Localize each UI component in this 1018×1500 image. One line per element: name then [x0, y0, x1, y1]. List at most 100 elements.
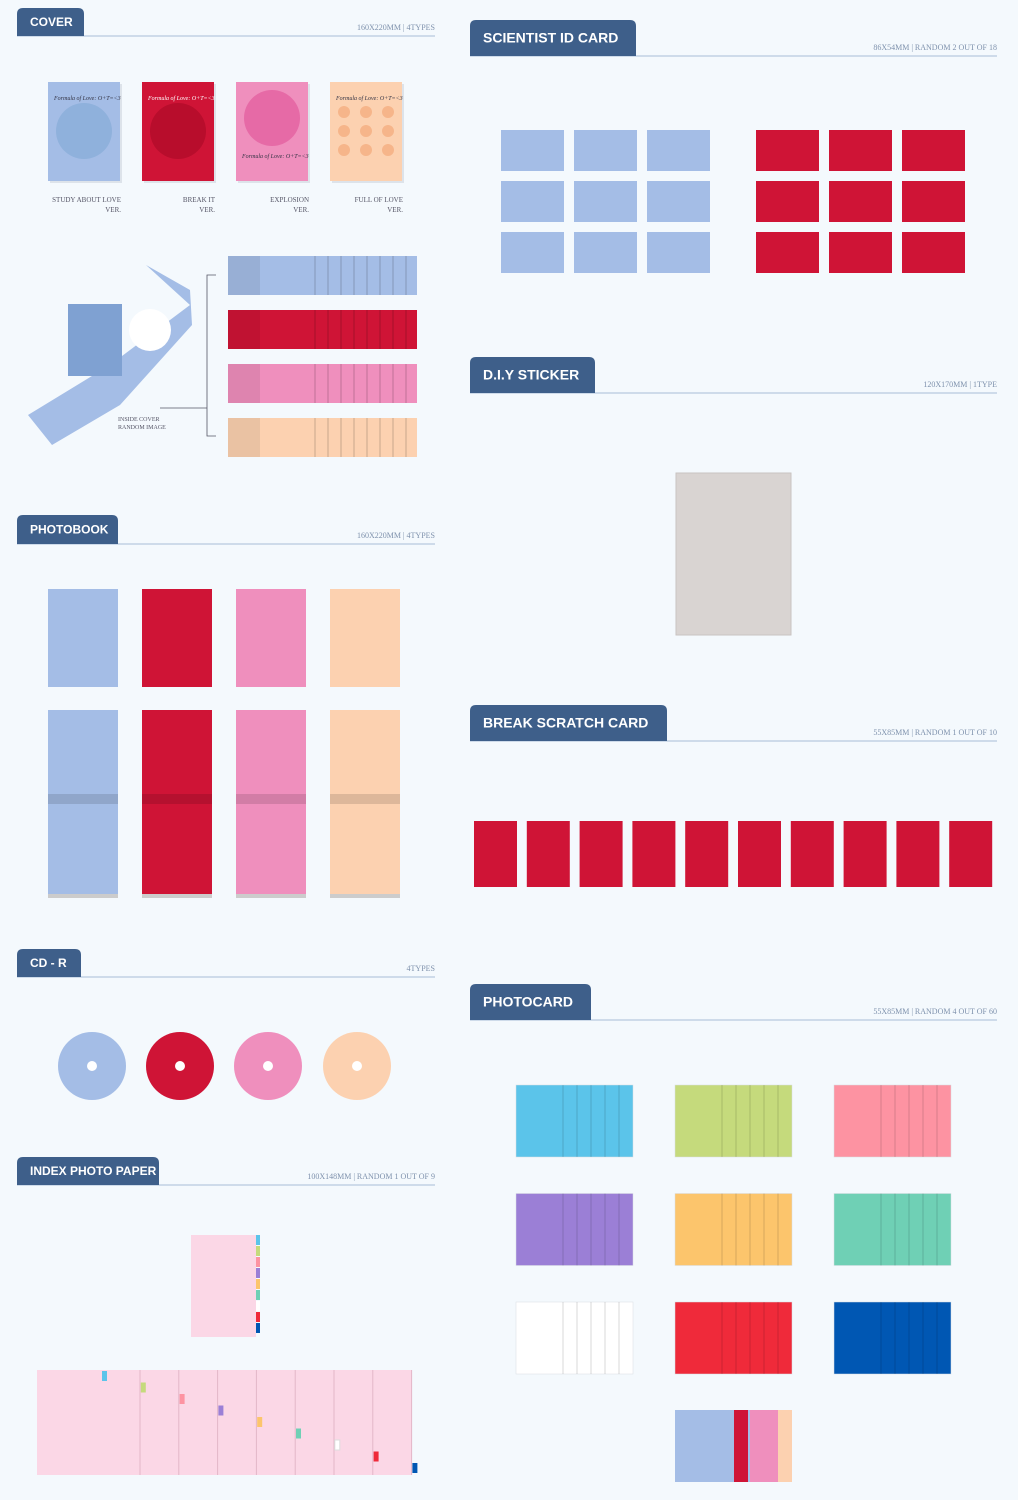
cover-version-label: EXPLOSION [270, 196, 309, 204]
cover-heart [382, 106, 394, 118]
scratch-card [949, 821, 993, 887]
index-spread [37, 1370, 412, 1475]
id-card [756, 232, 819, 273]
section-title: SCIENTIST ID CARD [483, 30, 618, 46]
header-tab [17, 1157, 159, 1185]
section-spec: 4TYPES [407, 964, 435, 973]
index-tab [256, 1257, 260, 1267]
cover-heart [338, 125, 350, 137]
id-card [902, 130, 965, 171]
digipack-back [28, 265, 192, 445]
photobook-spine [330, 794, 400, 804]
section-spec: 55X85MM | RANDOM 4 OUT OF 60 [873, 1007, 997, 1016]
index-tab [334, 1439, 341, 1451]
photobook-edge [48, 894, 118, 898]
index-tab [140, 1382, 146, 1393]
photocard-mixed-card [734, 1410, 748, 1482]
cover-heart [360, 125, 372, 137]
photobook-edge [142, 894, 212, 898]
photocard-stack [515, 1084, 634, 1158]
inside-note: INSIDE COVER [118, 417, 160, 423]
id-card [574, 232, 637, 273]
photocard-stack [833, 1301, 952, 1375]
digipack-disc-hole [129, 309, 171, 351]
scratch-card [843, 821, 887, 887]
photobook-edge [236, 894, 306, 898]
header-tab [17, 8, 84, 36]
id-card [574, 181, 637, 222]
photobook-open [330, 710, 400, 898]
photocard-stack [833, 1193, 952, 1266]
scratch-card [526, 821, 570, 887]
cover-version-label: VER. [199, 206, 215, 214]
photocard-mixed-card [778, 1410, 792, 1482]
header-tab [470, 357, 595, 393]
header-tab [17, 949, 81, 977]
sticker-sheet [675, 472, 792, 636]
scratch-card [790, 821, 834, 887]
section-spec: 55X85MM | RANDOM 1 OUT OF 10 [873, 728, 997, 737]
header-tab [470, 984, 591, 1020]
insert-strip-edge [228, 256, 260, 295]
id-card [647, 130, 710, 171]
id-card [647, 181, 710, 222]
insert-strip-edge [228, 310, 260, 349]
photocard-stack [833, 1084, 952, 1158]
scratch-card [632, 821, 676, 887]
insert-strip [228, 418, 417, 457]
cover-heart [360, 144, 372, 156]
cover-emblem [244, 90, 300, 146]
scratch-card [579, 821, 623, 887]
photobook-open [142, 710, 212, 898]
index-tab [218, 1405, 224, 1416]
photobook-open [236, 710, 306, 898]
cover-heart [338, 106, 350, 118]
photocard-mixed-card [764, 1410, 778, 1482]
index-tab [256, 1268, 260, 1278]
photobook-closed [330, 589, 400, 687]
id-card [756, 181, 819, 222]
section-title: COVER [30, 15, 73, 29]
digipack-panel [68, 304, 122, 376]
index-tab [256, 1246, 260, 1256]
cover-title-text: Formula of Love: O+T=<3 [241, 153, 309, 160]
cd-hole [87, 1061, 97, 1071]
photobook-spine [236, 794, 306, 804]
index-tab [373, 1451, 379, 1462]
insert-strip [228, 256, 417, 295]
inside-note: RANDOM IMAGE [118, 425, 166, 431]
id-card [501, 181, 564, 222]
id-card [902, 181, 965, 222]
photobook-closed [48, 589, 118, 687]
index-tab [256, 1312, 260, 1322]
section-spec: 86X54MM | RANDOM 2 OUT OF 18 [873, 43, 997, 52]
cover-title-text: Formula of Love: O+T=<3 [335, 95, 403, 102]
id-card [829, 130, 892, 171]
cover-title-text: Formula of Love: O+T=<3 [53, 95, 121, 102]
header-tab [17, 515, 118, 544]
insert-strip-edge [228, 364, 260, 403]
index-tab [102, 1371, 107, 1381]
photocard-stack [515, 1193, 634, 1266]
cover-version-label: BREAK IT [183, 196, 216, 204]
cd-hole [263, 1061, 273, 1071]
index-tab [256, 1290, 260, 1300]
cover-version-label: STUDY ABOUT LOVE [52, 196, 121, 204]
index-sheet [191, 1235, 256, 1337]
section-title: PHOTOCARD [483, 994, 573, 1010]
section-title: D.I.Y STICKER [483, 367, 579, 383]
section-spec: 160X220MM | 4TYPES [357, 23, 435, 32]
header-tab [470, 20, 636, 56]
photobook-closed [236, 589, 306, 687]
section-spec: 120X170MM | 1TYPE [923, 380, 997, 389]
index-tab [257, 1417, 263, 1427]
index-tab [256, 1301, 260, 1311]
section-title: BREAK SCRATCH CARD [483, 715, 648, 731]
id-card [829, 232, 892, 273]
header-tab [470, 705, 667, 741]
insert-strip [228, 364, 417, 403]
index-tab [256, 1323, 260, 1333]
insert-strip-edge [228, 418, 260, 457]
photocard-stack [674, 1301, 793, 1375]
cover-heart [382, 144, 394, 156]
